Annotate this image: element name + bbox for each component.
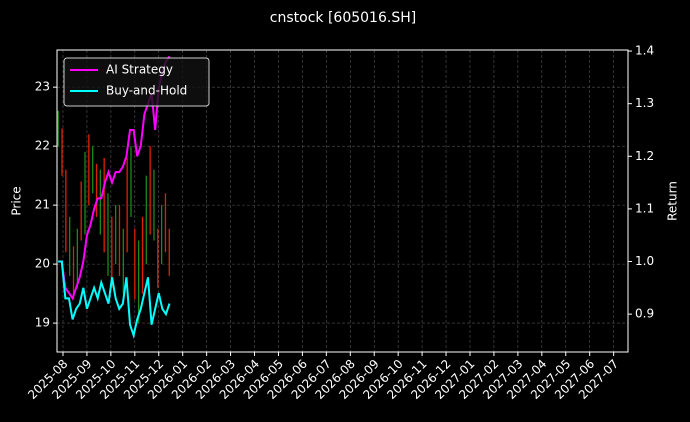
y-axis-label: Price <box>10 186 24 215</box>
legend-box <box>63 57 210 107</box>
plot-area <box>57 55 171 339</box>
y2-tick-label: 1.1 <box>635 201 654 215</box>
y2-tick-label: 1.0 <box>635 254 654 268</box>
chart-title: cnstock [605016.SH] <box>270 10 416 26</box>
y2-tick-label: 0.9 <box>635 307 654 321</box>
y2-tick-label: 1.4 <box>635 44 654 58</box>
y-tick-label: 20 <box>35 257 50 271</box>
return-line <box>58 260 171 339</box>
legend-label: AI Strategy <box>106 63 173 77</box>
plot-frame <box>56 49 629 353</box>
legend-label: Buy-and-Hold <box>106 84 187 98</box>
y-tick-label: 23 <box>35 80 50 94</box>
y2-tick-label: 1.3 <box>635 96 654 110</box>
y-tick-label: 19 <box>35 316 50 330</box>
y2-tick-label: 1.2 <box>635 149 654 163</box>
y2-axis-label: Return <box>666 181 680 221</box>
y-tick-label: 22 <box>35 139 50 153</box>
y-tick-label: 21 <box>35 198 50 212</box>
